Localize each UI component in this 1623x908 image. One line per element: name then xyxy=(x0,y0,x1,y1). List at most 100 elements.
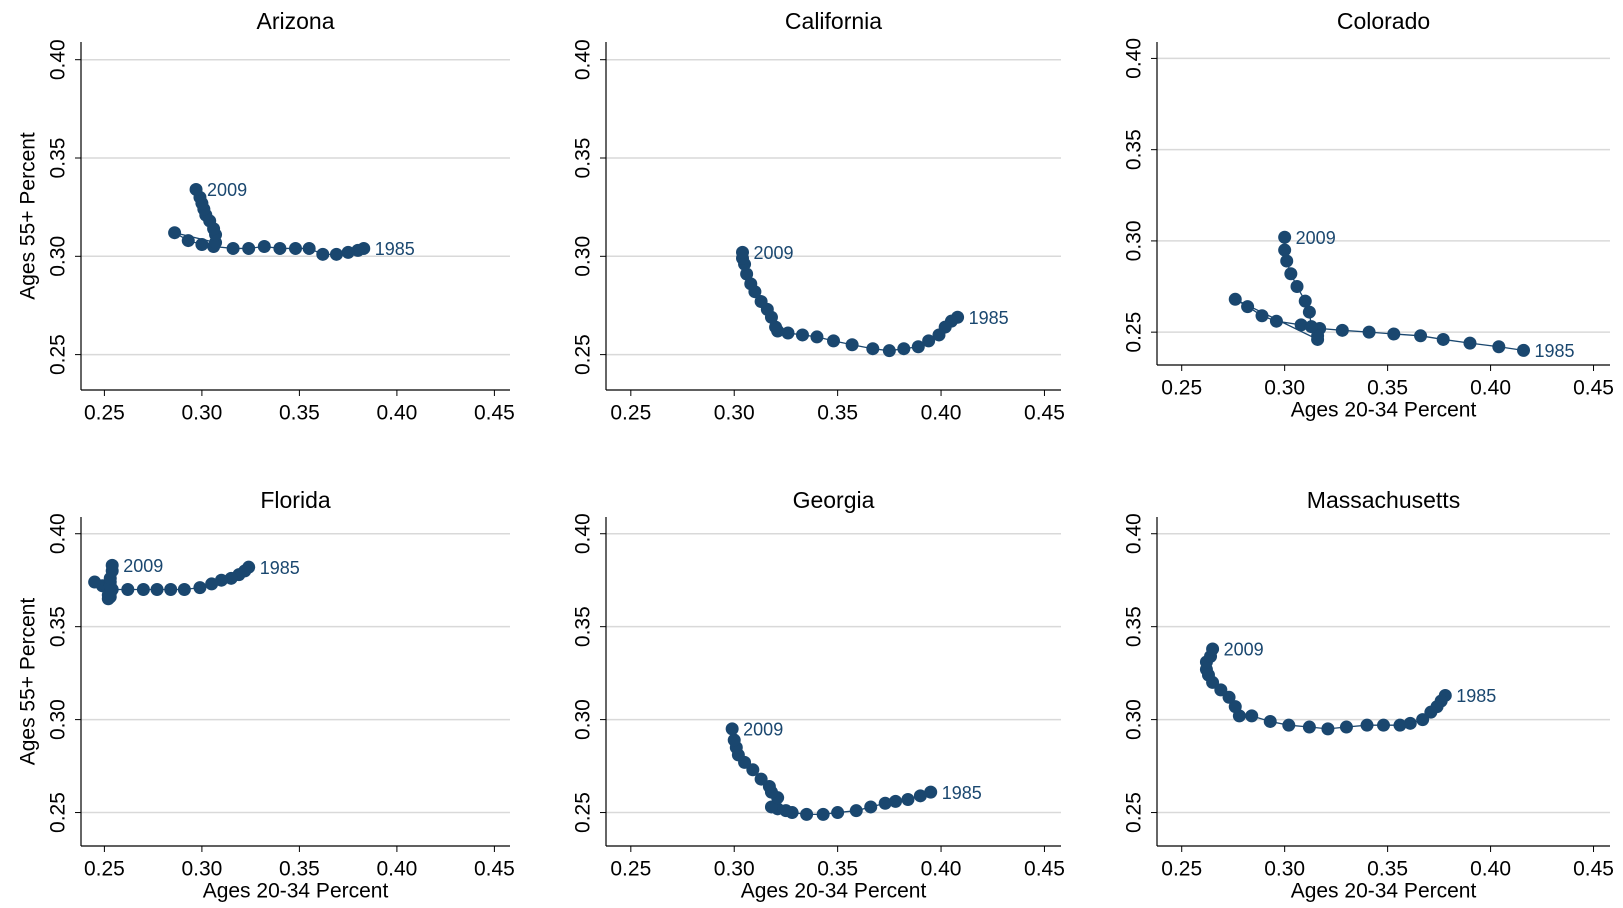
point xyxy=(864,800,878,814)
point xyxy=(1302,720,1316,734)
point xyxy=(195,238,209,252)
point xyxy=(150,582,164,596)
point-label: 1985 xyxy=(1535,341,1575,361)
y-tick-label: 0.40 xyxy=(47,39,70,80)
x-tick-label: 0.35 xyxy=(817,402,858,425)
panel-title: Arizona xyxy=(257,8,335,34)
y-tick-label: 0.40 xyxy=(572,513,595,554)
y-tick-label: 0.35 xyxy=(47,606,70,647)
y-tick-label: 0.30 xyxy=(572,699,595,740)
point xyxy=(1255,309,1269,323)
y-tick-label: 0.35 xyxy=(1123,129,1146,170)
y-tick-label: 0.30 xyxy=(1123,220,1146,261)
point xyxy=(800,807,814,821)
point xyxy=(1360,718,1374,732)
point xyxy=(911,340,925,354)
y-tick-label: 0.40 xyxy=(1123,513,1146,554)
point xyxy=(764,800,778,814)
point-label: 1985 xyxy=(969,308,1009,328)
point xyxy=(168,226,182,240)
x-tick-label: 0.25 xyxy=(84,858,125,881)
point xyxy=(727,733,741,747)
point xyxy=(913,789,927,803)
x-tick-label: 0.30 xyxy=(714,402,755,425)
point xyxy=(1298,294,1312,308)
point xyxy=(164,582,178,596)
x-tick-label: 0.30 xyxy=(181,858,222,881)
x-tick-label: 0.45 xyxy=(1024,402,1065,425)
point xyxy=(754,772,768,786)
point xyxy=(1245,709,1259,723)
y-tick-label: 0.35 xyxy=(572,606,595,647)
y-tick-label: 0.40 xyxy=(572,39,595,80)
point xyxy=(1414,329,1428,343)
panel-title: California xyxy=(785,8,882,34)
y-tick-label: 0.25 xyxy=(572,334,595,375)
point xyxy=(1393,718,1407,732)
x-tick-label: 0.45 xyxy=(474,402,515,425)
y-tick-label: 0.25 xyxy=(1123,792,1146,833)
point xyxy=(769,320,783,334)
point xyxy=(754,295,768,309)
panel: Colorado 0.25 0.30 0.35 0.40 0.25 0.30 0.35 0.40… xyxy=(1123,8,1614,421)
point-label: 1985 xyxy=(375,239,415,259)
point-label: 2009 xyxy=(1224,640,1264,660)
point xyxy=(177,582,191,596)
point xyxy=(901,793,915,807)
point xyxy=(781,326,795,340)
connecting-line xyxy=(1234,237,1524,352)
point xyxy=(1206,642,1220,656)
point-label: 1985 xyxy=(260,558,300,578)
x-tick-label: 0.30 xyxy=(714,858,755,881)
point xyxy=(88,575,102,589)
point xyxy=(1222,690,1236,704)
point xyxy=(273,241,287,255)
point xyxy=(214,573,228,587)
point xyxy=(1339,720,1353,734)
y-axis-label: Ages 55+ Percent xyxy=(17,132,40,300)
point xyxy=(1214,683,1228,697)
point xyxy=(897,342,911,356)
point xyxy=(878,796,892,810)
panel-title: Massachusetts xyxy=(1307,487,1460,513)
point xyxy=(105,558,119,572)
x-tick-label: 0.30 xyxy=(1264,858,1305,881)
point xyxy=(882,344,896,358)
point xyxy=(740,267,754,281)
point xyxy=(849,804,863,818)
point xyxy=(1228,700,1242,714)
point xyxy=(242,241,256,255)
point xyxy=(1403,716,1417,730)
x-tick-label: 0.45 xyxy=(1024,858,1065,881)
point xyxy=(1377,718,1390,732)
point xyxy=(795,328,809,342)
point-label: 2009 xyxy=(743,720,783,740)
x-tick-label: 0.25 xyxy=(84,402,125,425)
point xyxy=(725,722,739,736)
panel: California 0.25 0.30 0.35 0.40 0.25 0.30 0.35 0.… xyxy=(572,8,1065,424)
y-tick-label: 0.25 xyxy=(47,792,70,833)
point xyxy=(827,334,840,348)
point-label: 2009 xyxy=(1296,228,1336,248)
y-tick-label: 0.25 xyxy=(47,334,70,375)
point xyxy=(736,245,749,259)
x-tick-label: 0.45 xyxy=(474,858,515,881)
x-tick-label: 0.35 xyxy=(279,858,320,881)
point xyxy=(224,571,238,585)
point xyxy=(922,334,936,348)
x-tick-label: 0.25 xyxy=(610,402,651,425)
point xyxy=(316,247,330,261)
point xyxy=(1463,336,1477,350)
x-axis-label: Ages 20-34 Percent xyxy=(741,880,927,903)
point xyxy=(866,342,880,356)
x-tick-label: 0.40 xyxy=(1470,858,1511,881)
point xyxy=(744,277,758,291)
point-label: 2009 xyxy=(207,180,247,200)
point xyxy=(1241,300,1255,314)
point xyxy=(1278,230,1292,244)
panel: Massachusetts 0.25 0.30 0.35 0.40 0.25 0.30 0.3… xyxy=(1123,487,1614,902)
x-tick-label: 0.35 xyxy=(279,402,320,425)
x-tick-label: 0.25 xyxy=(1161,858,1202,881)
point xyxy=(181,234,195,248)
